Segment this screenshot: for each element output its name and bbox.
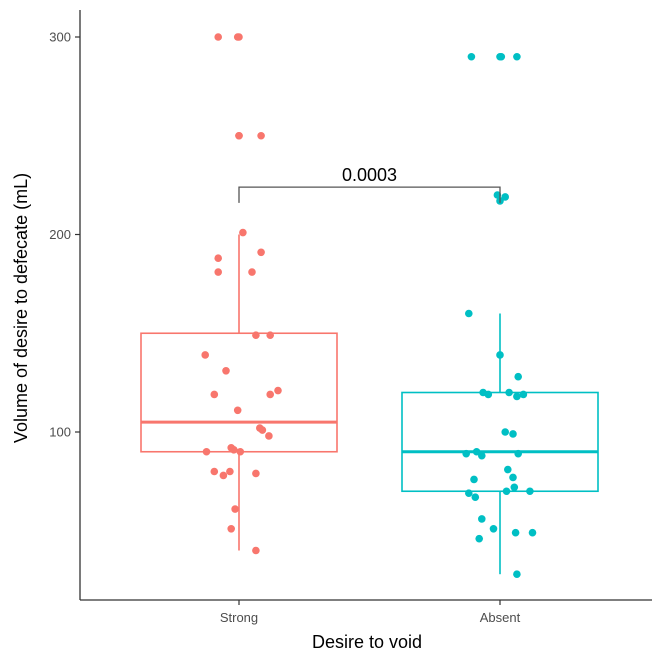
- data-point: [496, 351, 504, 359]
- data-point: [214, 33, 222, 41]
- data-point: [214, 254, 222, 262]
- data-point: [478, 515, 486, 523]
- data-point: [502, 487, 511, 496]
- data-point: [513, 570, 521, 578]
- data-point: [511, 528, 520, 537]
- y-tick-label: 100: [49, 425, 71, 440]
- data-point: [222, 366, 230, 375]
- data-point: [258, 426, 267, 434]
- group-absent: [401, 52, 599, 578]
- data-point: [497, 52, 506, 61]
- data-point: [514, 372, 522, 381]
- data-point: [475, 534, 484, 543]
- data-point: [235, 131, 243, 140]
- data-point: [214, 268, 222, 276]
- plot-area: [140, 33, 599, 578]
- x-tick-label: Strong: [220, 610, 258, 625]
- data-point: [201, 351, 209, 359]
- data-point: [501, 428, 510, 436]
- y-ticks: 100 200 300: [49, 30, 80, 440]
- data-point: [489, 524, 498, 533]
- data-point: [504, 465, 512, 474]
- significance-bracket: 0.0003: [238, 165, 501, 203]
- data-point: [526, 487, 534, 496]
- data-point: [266, 390, 275, 399]
- data-point: [227, 524, 235, 533]
- data-point: [509, 430, 517, 438]
- data-point: [252, 469, 260, 478]
- data-point: [465, 309, 473, 318]
- data-point: [484, 390, 493, 399]
- data-point: [239, 228, 247, 237]
- x-axis-title: Desire to void: [312, 632, 422, 652]
- x-tick-label: Absent: [480, 610, 521, 625]
- box-iqr: [140, 332, 338, 453]
- data-point: [274, 386, 282, 395]
- data-point: [471, 493, 480, 501]
- data-point: [248, 268, 256, 276]
- data-point: [265, 432, 273, 440]
- data-point: [519, 390, 528, 399]
- x-ticks: Strong Absent: [220, 600, 521, 625]
- data-point: [252, 546, 260, 555]
- p-value-label: 0.0003: [342, 165, 397, 185]
- data-point: [462, 449, 471, 458]
- data-point: [236, 447, 245, 456]
- data-point: [210, 390, 219, 399]
- data-point: [493, 191, 502, 199]
- data-point: [257, 248, 265, 257]
- data-point: [226, 467, 234, 476]
- data-point: [235, 33, 243, 41]
- box-iqr: [401, 391, 599, 493]
- data-point: [472, 447, 481, 456]
- data-point: [528, 528, 537, 537]
- data-point: [231, 505, 239, 513]
- data-point: [233, 406, 242, 415]
- data-point: [505, 388, 513, 397]
- data-point: [470, 475, 478, 484]
- data-point: [210, 467, 219, 476]
- data-point: [501, 193, 510, 201]
- data-point: [514, 449, 522, 458]
- data-point: [202, 447, 211, 456]
- data-point: [513, 52, 521, 61]
- data-point: [478, 451, 486, 460]
- group-strong: [140, 33, 338, 555]
- data-point: [465, 489, 473, 498]
- bracket-line: [238, 186, 501, 203]
- data-point: [257, 131, 265, 140]
- y-tick-label: 200: [49, 227, 71, 242]
- data-point: [227, 444, 235, 452]
- data-point: [509, 473, 517, 482]
- data-point: [252, 331, 260, 340]
- data-point: [513, 392, 521, 401]
- data-point: [266, 331, 275, 340]
- axes: [79, 10, 652, 601]
- data-point: [467, 52, 476, 61]
- y-axis-title: Volume of desire to defecate (mL): [11, 173, 31, 443]
- data-point: [510, 483, 519, 492]
- y-tick-label: 300: [49, 30, 71, 45]
- data-point: [219, 471, 228, 480]
